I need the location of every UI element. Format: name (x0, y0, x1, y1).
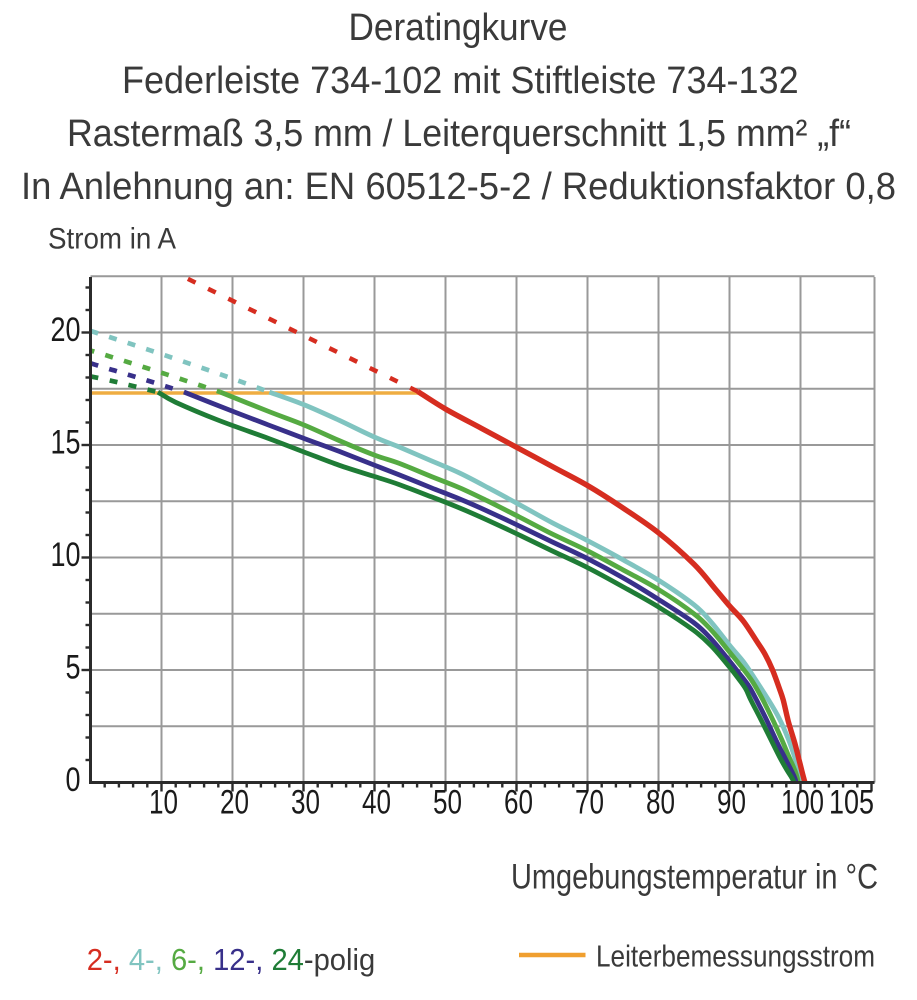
svg-text:Strom in A: Strom in A (48, 223, 176, 256)
svg-text:2-, 4-, 6-, 12-, 24-polig: 2-, 4-, 6-, 12-, 24-polig (87, 942, 376, 977)
svg-text:20: 20 (220, 783, 249, 821)
svg-text:0: 0 (66, 761, 81, 799)
svg-text:40: 40 (362, 783, 391, 821)
svg-text:50: 50 (433, 783, 462, 821)
svg-text:Deratingkurve: Deratingkurve (349, 7, 568, 49)
svg-text:20: 20 (51, 311, 81, 349)
svg-text:Leiterbemessungsstrom: Leiterbemessungsstrom (596, 940, 875, 974)
svg-text:90: 90 (717, 783, 746, 821)
svg-text:Umgebungstemperatur in °C: Umgebungstemperatur in °C (511, 858, 878, 897)
svg-text:60: 60 (504, 783, 533, 821)
svg-text:In Anlehnung an: EN 60512-5-2: In Anlehnung an: EN 60512-5-2 / Reduktio… (21, 166, 896, 208)
svg-text:70: 70 (575, 783, 604, 821)
svg-text:100: 100 (781, 783, 824, 821)
svg-text:Rastermaß 3,5 mm / Leiterquers: Rastermaß 3,5 mm / Leiterquerschnitt 1,5… (67, 113, 851, 155)
svg-text:Federleiste 734-102 mit Stiftl: Federleiste 734-102 mit Stiftleiste 734-… (122, 60, 799, 102)
svg-text:10: 10 (51, 536, 81, 574)
svg-text:30: 30 (291, 783, 320, 821)
svg-text:10: 10 (149, 783, 178, 821)
svg-text:15: 15 (51, 424, 81, 462)
svg-text:5: 5 (66, 649, 81, 687)
svg-text:105: 105 (829, 783, 874, 821)
svg-text:80: 80 (646, 783, 675, 821)
